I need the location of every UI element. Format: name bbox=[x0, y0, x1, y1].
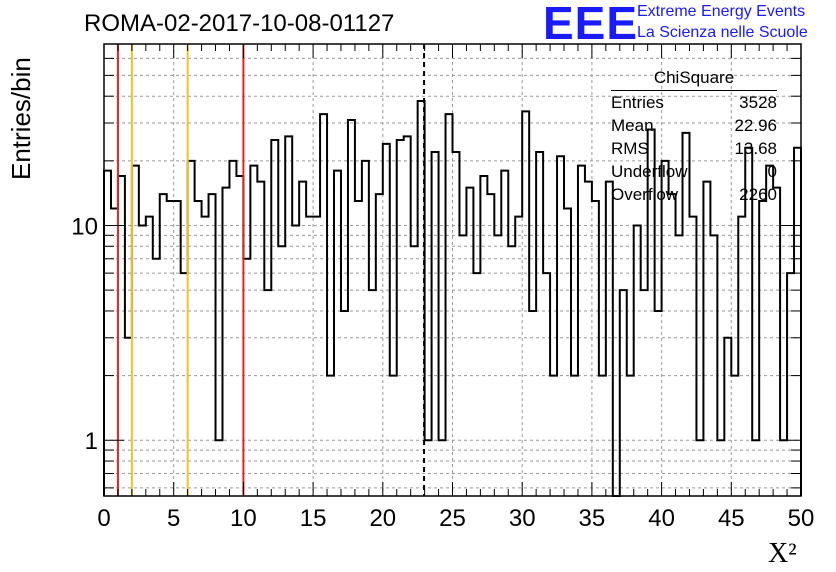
x-tick-label: 25 bbox=[439, 505, 466, 532]
stats-row: Underflow 0 bbox=[611, 160, 777, 183]
x-tick-label: 5 bbox=[167, 505, 180, 532]
stats-row: RMS 13.68 bbox=[611, 137, 777, 160]
logo-line-2: La Scienza nelle Scuole bbox=[637, 24, 808, 41]
histogram-outline bbox=[103, 99, 802, 497]
x-tick-label: 30 bbox=[509, 505, 536, 532]
stats-name: ChiSquare bbox=[611, 68, 777, 91]
x-tick-label: 45 bbox=[718, 505, 745, 532]
x-tick-label: 50 bbox=[788, 505, 815, 532]
x-tick-label: 20 bbox=[369, 505, 396, 532]
stats-box: ChiSquare Entries 3528 Mean 22.96 RMS 13.68… bbox=[611, 68, 777, 206]
grid-lines bbox=[104, 44, 801, 496]
reference-lines bbox=[116, 44, 426, 496]
stats-value: 2260 bbox=[739, 185, 777, 204]
x-tick-label: 40 bbox=[648, 505, 675, 532]
stats-value: 22.96 bbox=[734, 116, 777, 135]
x-tick-label: 0 bbox=[97, 505, 110, 532]
x-tick-label: 10 bbox=[230, 505, 257, 532]
stats-value: 13.68 bbox=[734, 139, 777, 158]
histogram-bars bbox=[103, 99, 802, 497]
stats-label: Underflow bbox=[611, 162, 688, 181]
x-tick-label: 15 bbox=[300, 505, 327, 532]
y-tick-label: 1 bbox=[85, 428, 98, 455]
run-title: ROMA-02-2017-10-08-01127 bbox=[84, 10, 395, 37]
ticks: 0 5 10 15 20 25 30 35 40 45 50 1 10 bbox=[71, 44, 814, 532]
eee-logo: EEE bbox=[543, 0, 639, 49]
x-tick-label: 35 bbox=[579, 505, 606, 532]
stats-row: Mean 22.96 bbox=[611, 114, 777, 137]
stats-value: 3528 bbox=[739, 93, 777, 112]
stats-value: 0 bbox=[767, 162, 777, 181]
stats-label: Overflow bbox=[611, 185, 679, 204]
y-tick-label: 10 bbox=[71, 213, 98, 240]
stats-label: Entries bbox=[611, 93, 664, 112]
logo-line-1: Extreme Energy Events bbox=[637, 3, 806, 20]
x-axis-label: X² bbox=[768, 538, 797, 569]
y-axis-label: Entries/bin bbox=[6, 57, 36, 180]
stats-row: Entries 3528 bbox=[611, 91, 777, 114]
stats-label: Mean bbox=[611, 116, 654, 135]
stats-row: Overflow 2260 bbox=[611, 183, 777, 206]
stats-label: RMS bbox=[611, 139, 649, 158]
